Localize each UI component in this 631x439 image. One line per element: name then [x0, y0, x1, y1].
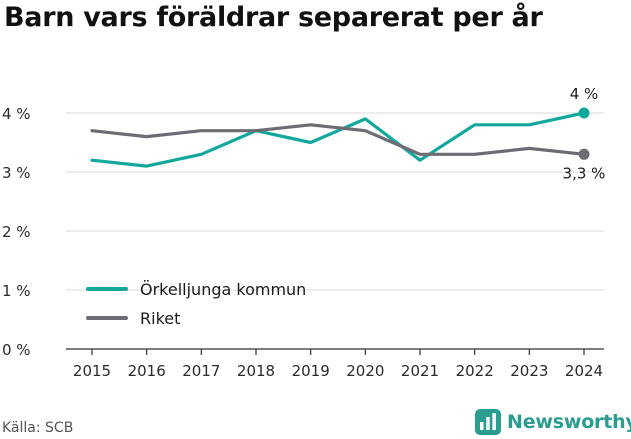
series-end-point [578, 148, 590, 160]
y-tick-label: 3 % [2, 164, 31, 182]
series [90, 107, 590, 168]
chart-title: Barn vars föräldrar separerat per år [4, 2, 543, 33]
axes: 0 % 1 % 2 % 3 % 4 % 2015 2016 2017 2018 2019 2020 2… [2, 105, 604, 380]
series-end-label: 3,3 % [563, 164, 606, 182]
y-tick-label: 2 % [2, 223, 31, 241]
y-tick-label: 1 % [2, 282, 31, 300]
x-tick-label: 2015 [73, 362, 111, 380]
brand-logo: Newsworthy [474, 408, 631, 436]
x-tick-label: 2024 [565, 362, 603, 380]
series-end-label: 4 % [570, 85, 599, 103]
x-tick-label: 2016 [128, 362, 166, 380]
brand-name: Newsworthy [507, 411, 631, 433]
y-tick-label: 0 % [2, 341, 31, 359]
grid-lines [66, 112, 604, 291]
legend-label: Riket [140, 309, 180, 328]
line-chart: 0 % 1 % 2 % 3 % 4 % 2015 2016 2017 2018 2019 2020 2… [2, 85, 606, 380]
x-tick-label: 2019 [292, 362, 330, 380]
legend: Örkelljunga kommun Riket [86, 280, 306, 328]
series-line [90, 123, 586, 156]
legend-label: Örkelljunga kommun [140, 280, 306, 299]
bar-chart-icon [475, 409, 501, 435]
end-labels: 4 % 3,3 % [563, 85, 606, 182]
x-tick-label: 2023 [510, 362, 548, 380]
x-tick-label: 2018 [237, 362, 275, 380]
x-tick-label: 2021 [401, 362, 439, 380]
y-tick-label: 4 % [2, 105, 31, 123]
x-tick-label: 2020 [346, 362, 384, 380]
x-tick-label: 2022 [456, 362, 494, 380]
source-note: Källa: SCB [2, 420, 74, 436]
series-end-point [578, 107, 590, 119]
series-line [90, 111, 586, 168]
x-tick-label: 2017 [182, 362, 220, 380]
